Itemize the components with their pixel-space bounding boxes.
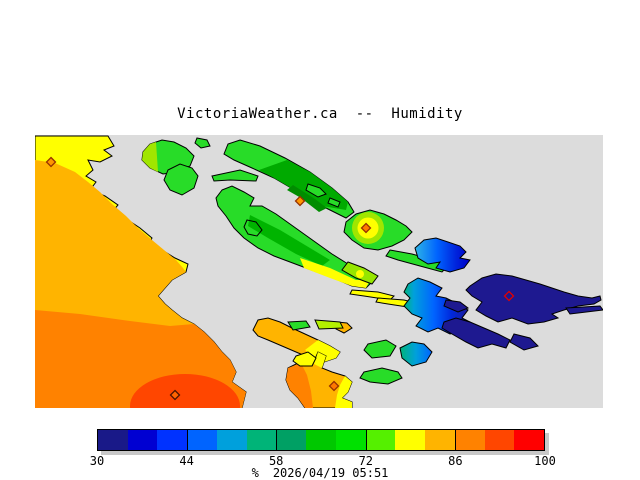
islands-eastern (399, 237, 603, 367)
colorbar-segment (246, 430, 277, 450)
colorbar-segment (454, 430, 485, 450)
colorbar (97, 429, 545, 451)
colorbar-segment (306, 430, 336, 450)
page-title: VictoriaWeather.ca -- Humidity (177, 106, 463, 122)
colorbar-tick-line (454, 430, 456, 450)
colorbar-tick-line (365, 430, 367, 450)
unit-label: % (251, 466, 259, 480)
station-marker (169, 389, 181, 401)
land-southwest (35, 135, 247, 408)
colorbar-tick-line (187, 430, 189, 450)
colorbar-segment (216, 430, 247, 450)
colorbar-segment (335, 430, 366, 450)
humidity-map (35, 135, 603, 408)
timestamp: 2026/04/19 05:51 (272, 466, 389, 480)
colorbar-tick-labels: 30 44 58 72 86 100 (90, 454, 556, 468)
station-marker (45, 156, 57, 168)
colorbar-segment (514, 430, 545, 450)
colorbar-segment (425, 430, 455, 450)
colorbar-segment (276, 430, 307, 450)
colorbar-segments (98, 430, 545, 450)
colorbar-caption: % 2026/04/19 05:51 (0, 466, 640, 480)
colorbar-segment (365, 430, 396, 450)
colorbar-segment (157, 430, 188, 450)
colorbar-segment (127, 430, 158, 450)
colorbar-segment (98, 430, 128, 450)
colorbar-tick-line (276, 430, 278, 450)
colorbar-tick-label: 30 (89, 454, 105, 468)
station-marker (503, 290, 515, 302)
station-markers (45, 156, 515, 401)
colorbar-segment (187, 430, 217, 450)
station-marker (294, 195, 306, 207)
colorbar-segment (484, 430, 515, 450)
colorbar-segment (395, 430, 426, 450)
colorbar-tick-label: 86 (448, 454, 463, 468)
colorbar-tick-label: 72 (358, 454, 374, 468)
colorbar-tick-label: 58 (268, 454, 284, 468)
station-marker (360, 222, 372, 234)
colorbar-tick-label: 100 (534, 454, 556, 468)
islands-central (141, 137, 449, 385)
colorbar-tick-label: 44 (179, 454, 194, 468)
station-marker (328, 380, 340, 392)
